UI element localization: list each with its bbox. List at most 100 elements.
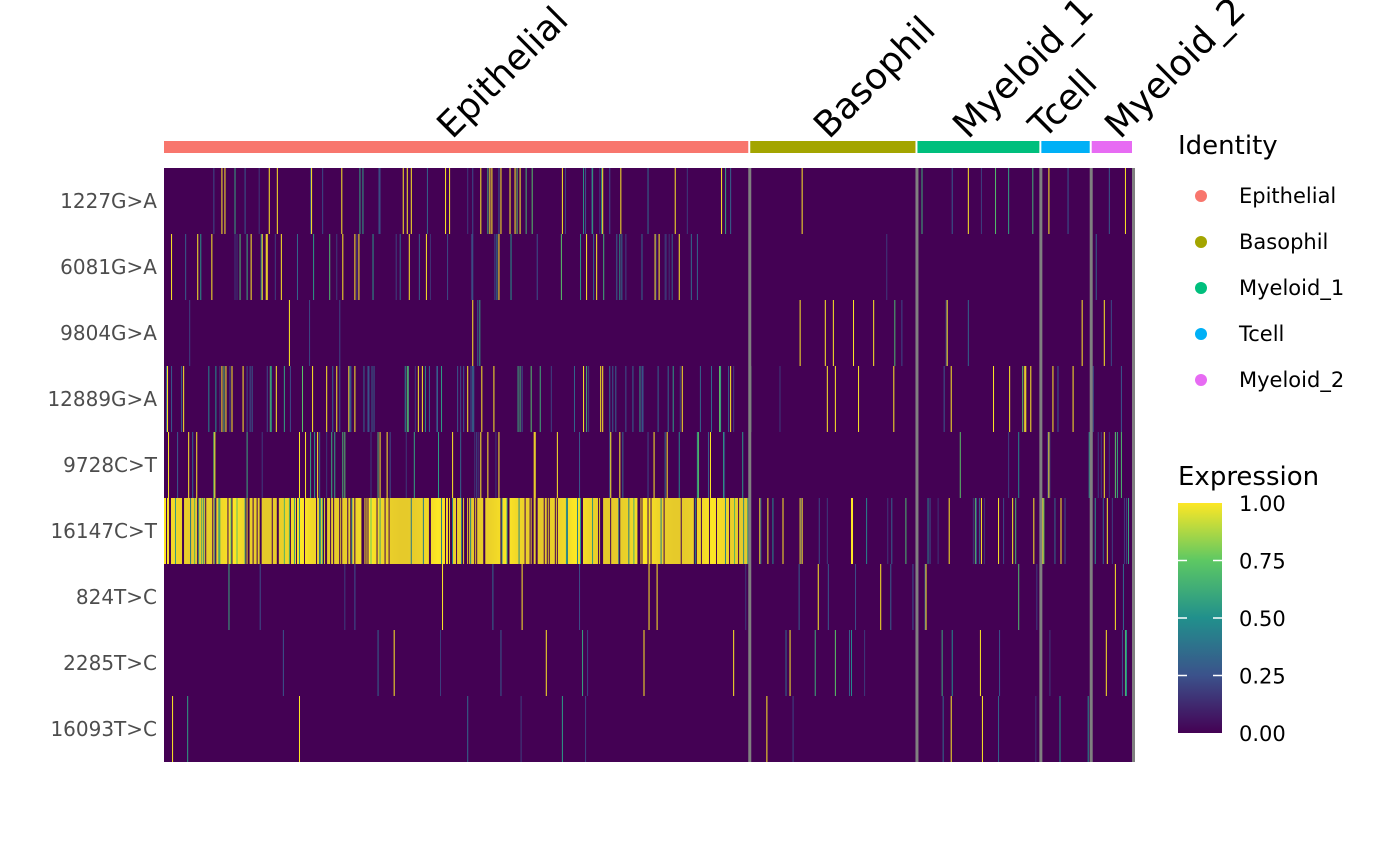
heatmap-cell xyxy=(461,498,463,564)
heatmap-cell xyxy=(520,696,522,762)
heatmap-cell xyxy=(402,498,404,564)
heatmap-cell xyxy=(368,498,370,564)
group-label-epithelial: Epithelial xyxy=(430,0,577,146)
heatmap-cell xyxy=(166,366,168,432)
heatmap-cell xyxy=(501,498,503,564)
heatmap-cell xyxy=(387,498,389,564)
heatmap-cell xyxy=(556,498,558,564)
heatmap-cell xyxy=(165,498,167,564)
heatmap-cell xyxy=(826,498,828,564)
heatmap-cell xyxy=(182,498,184,564)
legend-item-tcell: Tcell xyxy=(1238,322,1284,346)
heatmap-cell xyxy=(789,630,791,696)
heatmap-cell xyxy=(510,234,512,300)
heatmap-cell xyxy=(385,498,387,564)
heatmap-cell xyxy=(358,234,360,300)
heatmap-cell xyxy=(365,498,367,564)
heatmap-cell xyxy=(417,498,419,564)
heatmap-cell xyxy=(225,366,227,432)
heatmap-cell xyxy=(583,498,585,564)
heatmap-cell xyxy=(573,366,575,432)
heatmap-cell xyxy=(598,498,600,564)
heatmap-cell xyxy=(303,498,305,564)
heatmap-cell xyxy=(1121,630,1123,696)
heatmap-cell xyxy=(927,498,929,564)
heatmap-cell xyxy=(855,564,857,630)
heatmap-cell xyxy=(674,498,676,564)
heatmap-cell xyxy=(616,498,618,564)
heatmap-cell xyxy=(519,498,521,564)
heatmap-cell xyxy=(1067,168,1069,234)
heatmap-cell xyxy=(993,366,995,432)
heatmap-cell xyxy=(184,498,186,564)
heatmap-cell xyxy=(321,498,323,564)
heatmap-cell xyxy=(505,498,507,564)
heatmap-cell xyxy=(659,498,661,564)
identity-legend: Identity Epithelial Basophil Myeloid_1 Tcel… xyxy=(1178,131,1344,393)
heatmap-cell xyxy=(207,498,209,564)
heatmap-cell xyxy=(356,498,358,564)
heatmap-cell xyxy=(736,498,738,564)
heatmap-cell xyxy=(866,498,868,564)
heatmap-cell xyxy=(381,498,383,564)
heatmap-cell xyxy=(609,432,611,498)
expression-legend: Expression 1.00 0.75 0.50 0.25 0.00 xyxy=(1178,462,1319,746)
heatmap-cell xyxy=(188,498,190,564)
heatmap-cell xyxy=(449,498,451,564)
heatmap-cell xyxy=(287,498,289,564)
heatmap-cell xyxy=(329,234,331,300)
heatmap-cell xyxy=(354,234,356,300)
heatmap-cell xyxy=(424,498,426,564)
heatmap-cell xyxy=(554,498,556,564)
heatmap-cell xyxy=(723,498,725,564)
heatmap-cell xyxy=(299,498,301,564)
heatmap-cell xyxy=(253,498,255,564)
heatmap-cell xyxy=(300,498,303,564)
heatmap-cell xyxy=(625,366,627,432)
heatmap-cell xyxy=(394,498,396,564)
heatmap-cell xyxy=(697,432,699,498)
heatmap-cell xyxy=(858,366,860,432)
legend-item-myeloid_2: Myeloid_2 xyxy=(1239,368,1344,393)
heatmap-cell xyxy=(1024,366,1026,432)
heatmap-cell xyxy=(451,498,453,564)
heatmap-cell xyxy=(817,564,819,630)
heatmap-cell xyxy=(521,564,523,630)
heatmap-cell xyxy=(188,432,190,498)
heatmap-cell xyxy=(539,498,541,564)
heatmap-cell xyxy=(494,498,496,564)
heatmap-cell xyxy=(667,498,669,564)
heatmap-cell xyxy=(1049,432,1051,498)
heatmap-cell xyxy=(673,498,675,564)
heatmap-cell xyxy=(371,498,373,564)
group-annotation-bar xyxy=(164,141,1132,153)
heatmap-cell xyxy=(406,498,408,564)
heatmap-cell xyxy=(455,498,457,564)
heatmap-cell xyxy=(894,300,896,366)
heatmap-cell xyxy=(648,498,650,564)
heatmap-cell xyxy=(513,498,515,564)
heatmap-cell xyxy=(537,498,539,564)
heatmap-cell xyxy=(257,498,259,564)
heatmap-cell xyxy=(408,234,410,300)
heatmap-cell xyxy=(491,168,493,234)
heatmap-cell xyxy=(277,498,279,564)
heatmap-cell xyxy=(782,498,784,564)
heatmap-cell xyxy=(460,366,462,432)
heatmap-cell xyxy=(676,498,678,564)
heatmap-cell xyxy=(452,432,454,498)
heatmap-cell xyxy=(726,498,728,564)
heatmap-cell xyxy=(458,498,460,564)
heatmap-cell xyxy=(660,498,662,564)
heatmap-cell xyxy=(519,168,521,234)
group-bar-epithelial xyxy=(164,141,749,153)
heatmap-cell xyxy=(327,498,329,564)
legend-dot-myeloid_2 xyxy=(1195,374,1207,386)
heatmap-cell xyxy=(824,300,826,366)
heatmap-cell xyxy=(596,234,598,300)
heatmap-cell xyxy=(602,366,604,432)
heatmap-cell xyxy=(570,498,572,564)
heatmap-cell xyxy=(547,498,549,564)
heatmap-cell xyxy=(666,498,668,564)
heatmap-cell xyxy=(580,498,582,564)
